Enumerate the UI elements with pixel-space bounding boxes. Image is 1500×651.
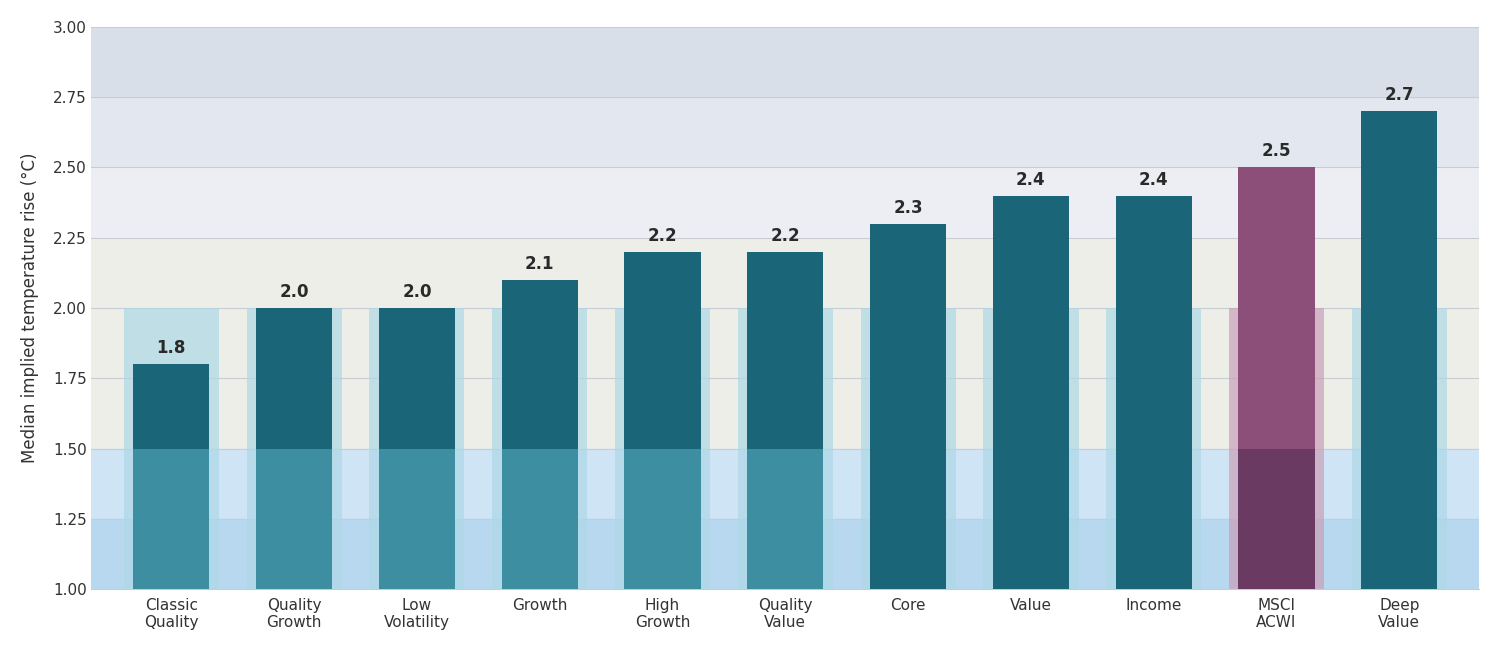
Bar bbox=[615, 308, 710, 589]
Bar bbox=[92, 27, 1479, 97]
Text: 2.0: 2.0 bbox=[279, 283, 309, 301]
Bar bbox=[1116, 449, 1192, 589]
Bar bbox=[92, 167, 1479, 238]
Bar bbox=[1352, 308, 1448, 589]
Bar bbox=[92, 378, 1479, 449]
Bar bbox=[993, 195, 1070, 449]
Bar bbox=[1362, 449, 1437, 589]
Bar bbox=[256, 308, 332, 449]
Y-axis label: Median implied temperature rise (°C): Median implied temperature rise (°C) bbox=[21, 153, 39, 464]
Text: 2.2: 2.2 bbox=[648, 227, 678, 245]
Text: 2.4: 2.4 bbox=[1138, 171, 1168, 189]
Bar bbox=[380, 308, 454, 449]
Bar bbox=[92, 308, 1479, 378]
Bar bbox=[92, 97, 1479, 167]
Bar bbox=[1116, 195, 1192, 449]
Bar bbox=[738, 308, 833, 589]
Text: 2.2: 2.2 bbox=[771, 227, 800, 245]
Text: 1.8: 1.8 bbox=[156, 339, 186, 357]
Text: 2.7: 2.7 bbox=[1384, 86, 1414, 104]
Text: 2.0: 2.0 bbox=[402, 283, 432, 301]
Bar bbox=[380, 449, 454, 589]
Bar bbox=[624, 449, 701, 589]
Bar bbox=[134, 449, 210, 589]
Bar bbox=[369, 308, 465, 589]
Bar bbox=[501, 449, 578, 589]
Text: 2.1: 2.1 bbox=[525, 255, 555, 273]
Bar bbox=[1106, 308, 1202, 589]
Bar bbox=[984, 308, 1078, 589]
Bar bbox=[123, 308, 219, 589]
Bar bbox=[624, 252, 701, 449]
Bar bbox=[1239, 449, 1314, 589]
Bar bbox=[993, 449, 1070, 589]
Bar bbox=[1239, 167, 1314, 449]
Bar bbox=[1228, 308, 1324, 589]
Bar bbox=[92, 519, 1479, 589]
Bar bbox=[747, 449, 824, 589]
Bar bbox=[747, 252, 824, 449]
Bar bbox=[870, 224, 946, 449]
Bar bbox=[92, 449, 1479, 519]
Text: 2.4: 2.4 bbox=[1016, 171, 1046, 189]
Bar bbox=[246, 308, 342, 589]
Bar bbox=[492, 308, 588, 589]
Text: 2.3: 2.3 bbox=[894, 199, 922, 217]
Bar bbox=[501, 280, 578, 449]
Bar bbox=[134, 365, 210, 449]
Bar bbox=[256, 449, 332, 589]
Bar bbox=[861, 308, 956, 589]
Bar bbox=[1362, 111, 1437, 449]
Bar bbox=[92, 238, 1479, 308]
Text: 2.5: 2.5 bbox=[1262, 143, 1292, 160]
Bar bbox=[870, 449, 946, 589]
